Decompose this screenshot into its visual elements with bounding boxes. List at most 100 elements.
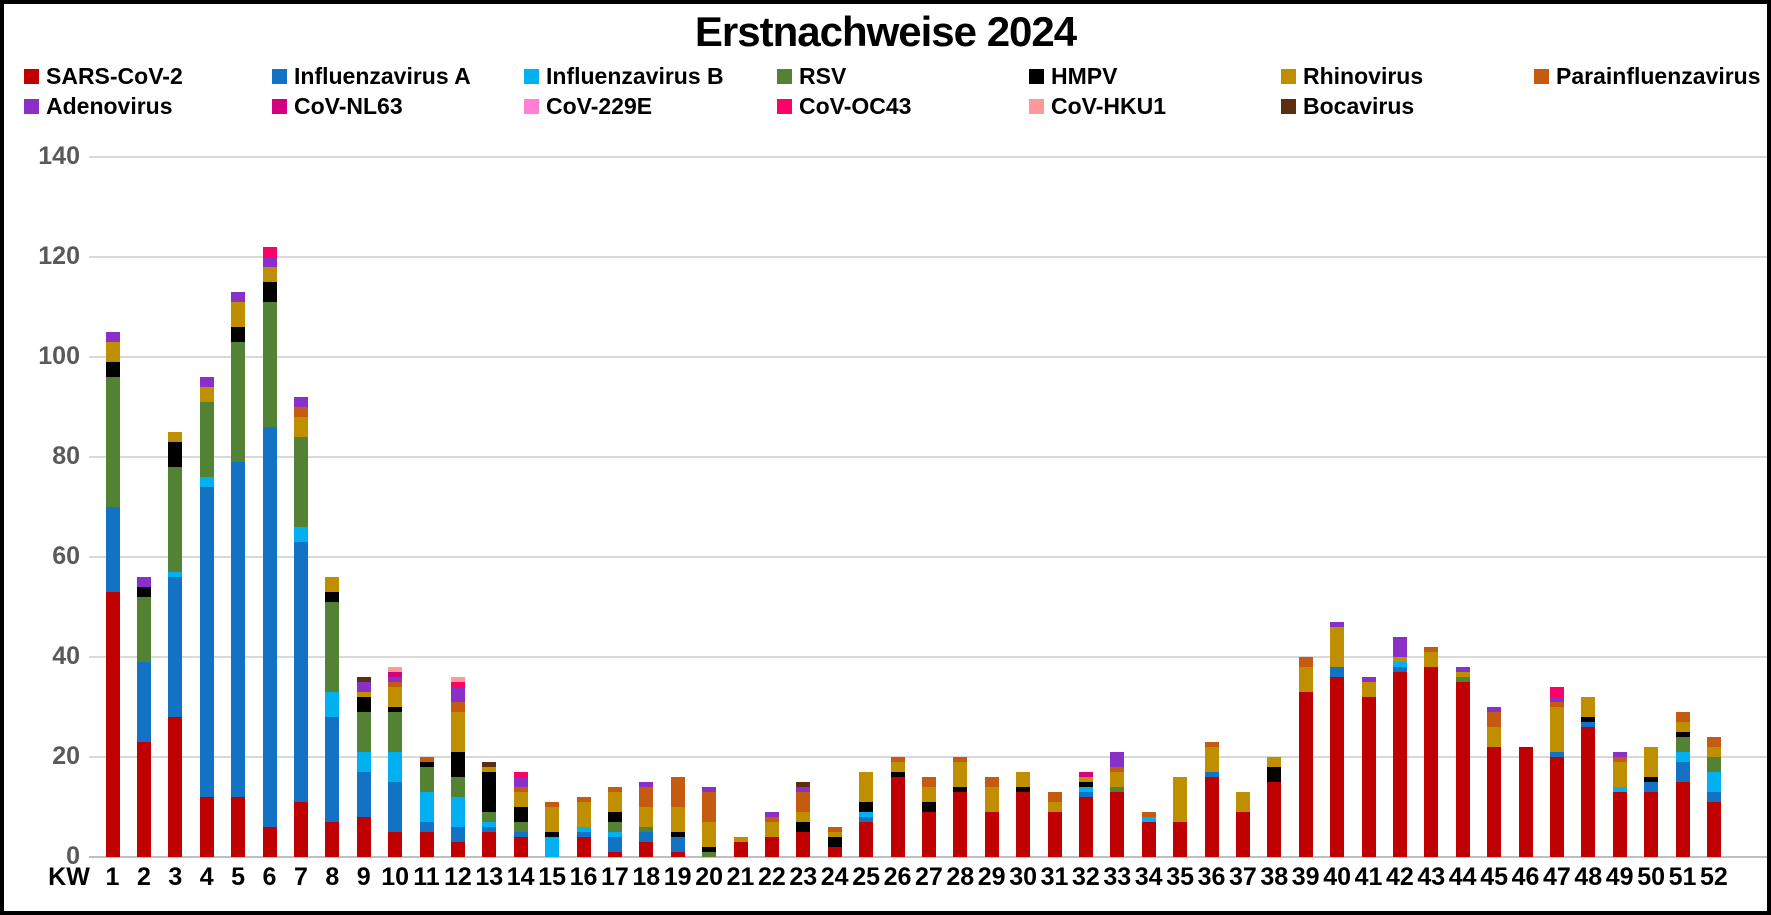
bar-segment-rhinovirus (199, 387, 214, 402)
bar-segment-sars-cov-2 (796, 832, 811, 857)
legend-label: Parainfluenzavirus (1556, 62, 1761, 89)
bar-segment-hmpv (545, 832, 560, 837)
bar-segment-rsv (482, 812, 497, 822)
x-tick-label: 10 (381, 863, 409, 891)
bar-segment-sars-cov-2 (827, 847, 842, 857)
bar-segment-hmpv (356, 697, 371, 712)
bar-segment-influenzavirus-a (1330, 667, 1345, 677)
x-tick-label: 7 (293, 863, 308, 891)
bar-stack-kw41 (1361, 677, 1376, 857)
bar-segment-rhinovirus (576, 802, 591, 827)
bar-segment-hmpv (670, 832, 685, 837)
bar-segment-hmpv (482, 772, 497, 812)
bar-segment-sars-cov-2 (1518, 747, 1533, 857)
bar-segment-parainfluenzavirus (1204, 742, 1219, 747)
bar-stack-kw30 (1016, 772, 1031, 857)
bar-stack-kw23 (796, 782, 811, 857)
bar-segment-influenzavirus-b (356, 752, 371, 772)
bar-segment-adenovirus (1361, 677, 1376, 682)
legend-swatch-icon (1029, 68, 1044, 84)
bar-segment-adenovirus (1455, 667, 1470, 672)
gridline (89, 256, 1767, 258)
x-tick-label: 30 (1009, 863, 1037, 891)
bar-stack-kw15 (545, 802, 560, 857)
bar-segment-adenovirus (1330, 622, 1345, 627)
bar-segment-hmpv (859, 802, 874, 812)
x-tick-label: 3 (168, 863, 183, 891)
x-tick-label: 1 (105, 863, 120, 891)
bar-segment-rsv (262, 302, 277, 427)
bar-segment-influenzavirus-a (482, 827, 497, 832)
bar-segment-sars-cov-2 (1424, 667, 1439, 857)
bar-segment-rhinovirus (702, 822, 717, 847)
x-tick-label: 15 (538, 863, 566, 891)
bar-stack-kw21 (733, 837, 748, 857)
bar-segment-rhinovirus (733, 837, 748, 842)
legend-item-cov-229e: CoV-229E (524, 93, 652, 119)
bar-segment-sars-cov-2 (953, 792, 968, 857)
bar-segment-rhinovirus (639, 807, 654, 827)
bar-stack-kw4 (199, 377, 214, 857)
legend-swatch-icon (1281, 68, 1296, 84)
bar-segment-sars-cov-2 (1141, 822, 1156, 857)
bar-stack-kw50 (1644, 747, 1659, 857)
x-tick-label: 42 (1385, 863, 1414, 891)
bar-segment-influenzavirus-b (293, 527, 308, 542)
legend-label: CoV-NL63 (294, 92, 403, 119)
bar-segment-hmpv (105, 362, 120, 377)
bar-segment-influenzavirus-a (1392, 667, 1407, 672)
bar-segment-influenzavirus-b (607, 832, 622, 837)
gridline (89, 556, 1767, 558)
bar-segment-adenovirus (796, 787, 811, 792)
bar-segment-rsv (199, 402, 214, 477)
legend-swatch-icon (777, 68, 792, 84)
bar-segment-influenzavirus-b (1612, 787, 1627, 792)
bar-stack-kw35 (1173, 777, 1188, 857)
gridline (89, 456, 1767, 458)
bar-stack-kw28 (953, 757, 968, 857)
bar-segment-adenovirus (639, 782, 654, 787)
bar-segment-rsv (136, 597, 151, 662)
bar-segment-cov-oc43 (513, 772, 528, 777)
bar-stack-kw38 (1267, 757, 1282, 857)
x-tick-label: 34 (1134, 863, 1163, 891)
bar-stack-kw29 (984, 777, 999, 857)
x-tick-label: 27 (914, 863, 943, 891)
x-tick-label: 11 (413, 863, 440, 891)
legend-swatch-icon (524, 98, 539, 114)
gridline (89, 356, 1767, 358)
bar-stack-kw31 (1047, 792, 1062, 857)
bar-segment-parainfluenzavirus (702, 792, 717, 822)
bar-segment-rhinovirus (388, 687, 403, 707)
y-tick-label: 0 (66, 842, 80, 870)
x-axis-line (89, 856, 1767, 858)
bar-segment-rhinovirus (1047, 802, 1062, 812)
bar-segment-hmpv (890, 772, 905, 777)
bar-segment-influenzavirus-b (450, 797, 465, 827)
bar-segment-rhinovirus (1455, 672, 1470, 677)
bar-stack-kw16 (576, 797, 591, 857)
bar-stack-kw13 (482, 762, 497, 857)
x-tick-label: 21 (726, 863, 755, 891)
bar-segment-rsv (325, 602, 340, 692)
legend-label: RSV (799, 62, 847, 89)
bar-segment-hmpv (1267, 767, 1282, 782)
bar-segment-sars-cov-2 (1204, 777, 1219, 857)
bar-segment-cov-hku1 (388, 667, 403, 672)
bar-segment-parainfluenzavirus (639, 787, 654, 807)
bar-segment-hmpv (1581, 717, 1596, 722)
bar-segment-parainfluenzavirus (1612, 757, 1627, 762)
x-tick-label: 32 (1071, 863, 1100, 891)
bar-segment-rhinovirus (1392, 657, 1407, 662)
bar-segment-influenzavirus-a (1204, 772, 1219, 777)
bar-segment-influenzavirus-b (1706, 772, 1721, 792)
bar-segment-rhinovirus (890, 762, 905, 772)
bar-segment-hmpv (388, 707, 403, 712)
bar-segment-parainfluenzavirus (607, 787, 622, 792)
bar-segment-sars-cov-2 (513, 837, 528, 857)
bar-segment-parainfluenzavirus (764, 817, 779, 822)
bar-segment-adenovirus (199, 377, 214, 387)
bar-segment-influenzavirus-a (325, 717, 340, 822)
bar-stack-kw46 (1518, 747, 1533, 857)
legend-label: SARS-CoV-2 (46, 62, 183, 89)
